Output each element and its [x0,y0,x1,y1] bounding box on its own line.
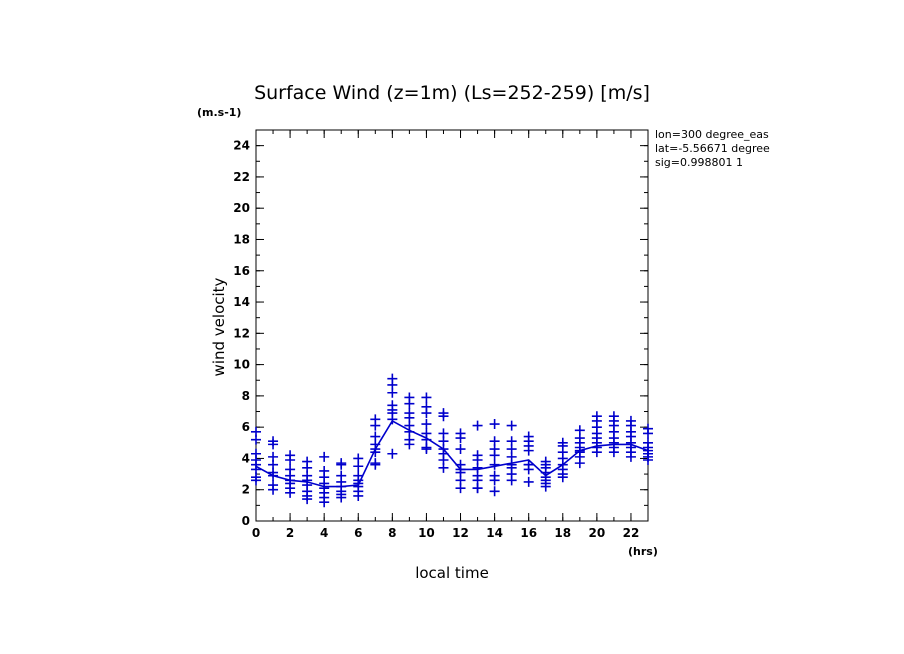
data-point-marker [557,472,568,483]
data-point-marker [336,459,347,470]
data-point-marker [421,392,432,403]
x-tick-label: 2 [286,526,294,540]
data-point-marker [387,387,398,398]
data-point-marker [387,448,398,459]
y-axis-label: wind velocity [210,277,228,376]
data-point-marker [370,459,381,470]
data-point-marker [489,475,500,486]
annotation-lat: lat=-5.56671 degree [655,142,770,155]
data-point-marker [540,481,551,492]
y-tick-label: 4 [242,451,250,465]
data-point-marker [506,475,517,486]
y-tick-label: 20 [233,201,250,215]
x-tick-label: 18 [554,526,571,540]
y-tick-label: 18 [233,232,250,246]
y-tick-label: 6 [242,420,250,434]
y-tick-label: 8 [242,389,250,403]
data-point-marker [489,486,500,497]
x-tick-label: 10 [418,526,435,540]
data-point-marker [455,444,466,455]
data-point-marker [421,408,432,419]
data-point-marker [319,497,330,508]
data-point-marker [268,439,279,450]
data-point-marker [251,475,261,486]
data-point-marker [370,447,381,458]
data-point-marker [353,490,364,501]
data-point-marker [387,414,398,425]
y-unit-label: (m.s-1) [197,106,241,119]
data-point-marker [319,451,330,462]
y-tick-label: 14 [233,295,250,309]
data-point-marker [608,447,619,458]
data-point-marker [455,433,466,444]
data-point-marker [404,398,415,409]
data-point-marker [353,461,364,472]
data-point-marker [268,470,279,481]
x-tick-label: 0 [252,526,260,540]
x-tick-label: 8 [388,526,396,540]
y-tick-label: 12 [233,326,250,340]
x-axis-label: local time [415,564,489,582]
y-tick-label: 16 [233,264,250,278]
data-point-marker [268,484,279,495]
data-point-marker [302,494,313,505]
data-point-marker [523,445,534,456]
data-point-marker [489,450,500,461]
data-point-marker [472,483,483,494]
mean-wind-line [255,419,649,488]
data-point-marker [523,459,534,470]
data-point-marker [421,444,432,455]
annotation-lon: lon=300 degree_eas [655,128,769,141]
data-point-marker [336,492,347,503]
data-point-marker [643,428,653,439]
y-tick-label: 2 [242,483,250,497]
x-tick-label: 22 [623,526,640,540]
data-point-marker [489,419,500,430]
y-tick-label: 24 [233,139,250,153]
data-point-marker [285,487,296,498]
data-point-marker [421,419,432,430]
x-tick-label: 16 [520,526,537,540]
data-point-marker [506,420,517,431]
data-point-marker [438,462,449,473]
x-tick-label: 6 [354,526,362,540]
x-tick-label: 12 [452,526,469,540]
x-tick-label: 20 [589,526,606,540]
y-tick-label: 22 [233,170,250,184]
data-point-marker [574,458,585,469]
data-layer [251,373,653,508]
y-tick-label: 10 [233,358,250,372]
y-tick-label: 0 [242,514,250,528]
x-unit-label: (hrs) [628,545,658,558]
chart-title: Surface Wind (z=1m) (Ls=252-259) [m/s] [254,82,650,104]
data-point-marker [370,420,381,431]
x-tick-label: 14 [486,526,503,540]
data-point-marker [455,483,466,494]
x-tick-label: 4 [320,526,328,540]
data-point-marker [438,411,449,422]
data-point-marker [489,459,500,470]
data-point-marker [251,434,261,445]
data-point-marker [591,447,602,458]
data-point-marker [625,451,636,462]
data-point-marker [523,476,534,487]
data-point-marker [404,439,415,450]
plot-frame [255,129,649,522]
data-point-marker [285,455,296,466]
data-point-marker [643,455,653,466]
annotation-sig: sig=0.998801 1 [655,156,743,169]
data-point-marker [472,420,483,431]
